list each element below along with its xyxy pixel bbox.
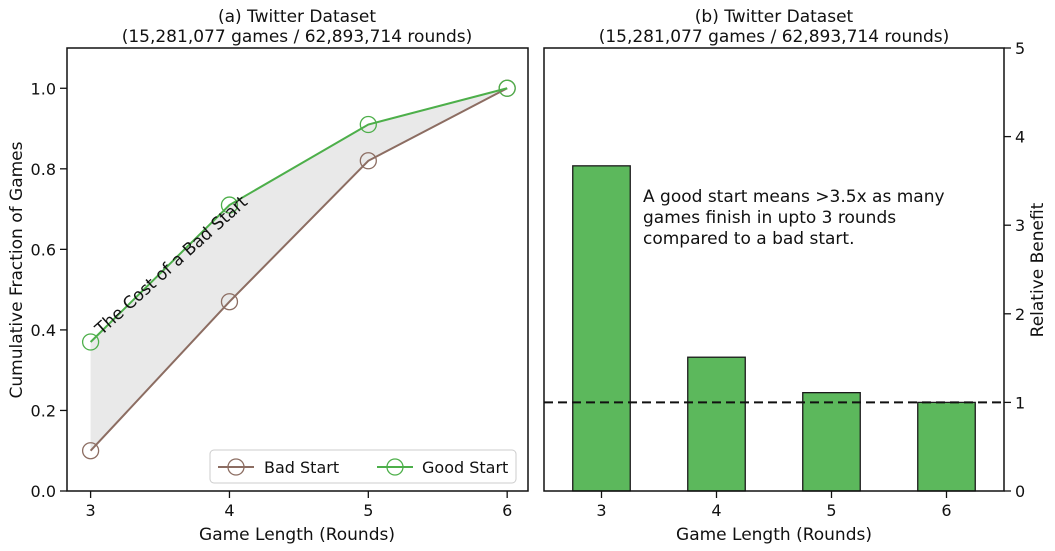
y-tick-label: 0.4 <box>31 321 56 340</box>
y-tick-label: 2 <box>1015 305 1025 324</box>
panel-b-x-label: Game Length (Rounds) <box>676 525 872 545</box>
bar-5 <box>802 392 861 492</box>
bar-6 <box>917 401 976 492</box>
bar-3 <box>572 165 631 492</box>
y-tick-label: 3 <box>1015 216 1025 235</box>
panel-a-y-ticks: 0.0 0.2 0.4 0.6 0.8 1.0 <box>31 79 67 501</box>
panel-b-annotation-line3: compared to a bad start. <box>643 229 854 249</box>
bad-start-point <box>359 152 377 170</box>
panel-b-y-ticks: 0 1 2 3 4 5 <box>1004 39 1025 501</box>
y-tick-label: 5 <box>1015 39 1025 58</box>
panel-b: (b) Twitter Dataset (15,281,077 games / … <box>543 7 1048 545</box>
panel-b-bars <box>572 165 976 492</box>
y-tick-label: 1.0 <box>31 79 56 98</box>
y-tick-label: 0.6 <box>31 240 56 259</box>
bad-start-point <box>220 293 239 311</box>
panel-b-title-line1: (b) Twitter Dataset <box>695 7 854 27</box>
panel-b-annotation-line1: A good start means >3.5x as many <box>643 187 945 207</box>
legend-good-start-marker <box>386 458 404 476</box>
panel-b-frame <box>543 47 1005 492</box>
x-tick-label: 3 <box>86 501 96 520</box>
x-tick-label: 5 <box>363 501 373 520</box>
panel-a-title-line1: (a) Twitter Dataset <box>218 7 376 27</box>
x-tick-label: 4 <box>711 501 721 520</box>
x-tick-label: 5 <box>826 501 836 520</box>
panel-a-y-label: Cumulative Fraction of Games <box>7 141 27 398</box>
y-tick-label: 0 <box>1015 482 1025 501</box>
y-tick-label: 4 <box>1015 128 1025 147</box>
panel-a-frame <box>66 47 529 492</box>
panel-a-legend: Bad Start Good Start <box>209 449 517 484</box>
panel-b-annotation-line2: games finish in upto 3 rounds <box>643 208 896 228</box>
good-start-point <box>498 79 516 97</box>
good-start-line <box>89 87 508 343</box>
bar-4 <box>687 356 746 492</box>
x-tick-label: 6 <box>941 501 951 520</box>
panel-b-y-label: Relative Benefit <box>1028 202 1048 337</box>
x-tick-label: 4 <box>224 501 234 520</box>
good-start-point <box>220 196 239 214</box>
good-start-point <box>81 333 100 351</box>
y-tick-label: 0.8 <box>31 160 56 179</box>
x-tick-label: 6 <box>502 501 512 520</box>
legend-bad-start-label: Bad Start <box>264 458 339 477</box>
panel-a: (a) Twitter Dataset (15,281,077 games / … <box>7 7 529 545</box>
panel-a-lines-layer <box>81 79 516 460</box>
y-tick-label: 1 <box>1015 393 1025 412</box>
panel-a-x-ticks: 3 4 5 6 <box>86 491 512 520</box>
legend-good-start-label: Good Start <box>422 458 508 477</box>
x-tick-label: 3 <box>596 501 606 520</box>
bad-start-line <box>89 87 508 452</box>
legend-box <box>209 449 517 484</box>
bad-start-point <box>81 442 100 460</box>
panel-b-title-line2: (15,281,077 games / 62,893,714 rounds) <box>599 27 950 47</box>
legend-bad-start-marker <box>227 458 245 476</box>
panel-a-title-line2: (15,281,077 games / 62,893,714 rounds) <box>122 27 473 47</box>
panel-a-fill-layer <box>90 88 508 451</box>
panel-a-x-label: Game Length (Rounds) <box>199 525 395 545</box>
good-start-point <box>359 115 377 134</box>
y-tick-label: 0.2 <box>31 401 56 420</box>
cost-shaded-area <box>90 88 508 451</box>
panel-b-x-ticks: 3 4 5 6 <box>596 491 952 520</box>
panel-b-annotation: A good start means >3.5x as many games f… <box>643 187 945 249</box>
y-tick-label: 0.0 <box>31 482 56 501</box>
